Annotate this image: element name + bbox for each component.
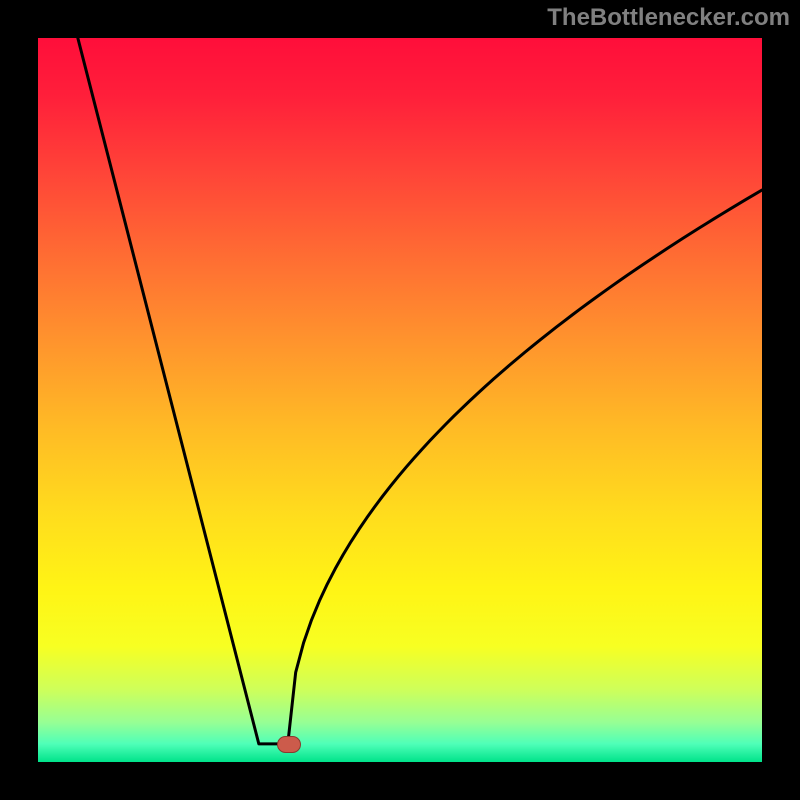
plot-area [38, 38, 762, 762]
optimal-point-marker [277, 736, 301, 753]
watermark-text: TheBottlenecker.com [547, 4, 790, 32]
bottleneck-curve [38, 38, 762, 762]
chart-stage: TheBottlenecker.com [0, 0, 800, 800]
